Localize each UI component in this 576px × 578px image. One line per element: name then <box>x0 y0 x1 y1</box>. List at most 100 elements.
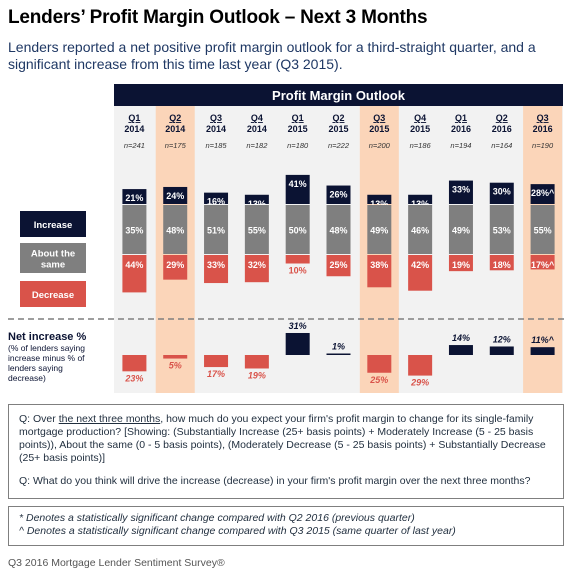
increase-value-label: 30% <box>493 187 511 197</box>
same-value-label: 50% <box>289 226 307 236</box>
net-decrease-bar <box>367 355 392 373</box>
same-value-label: 49% <box>370 226 388 236</box>
decrease-value-label: 18% <box>493 260 511 270</box>
profit-margin-chart: Profit Margin OutlookQ12014n=241Q22014n=… <box>8 84 568 393</box>
category-year-label: 2014 <box>206 124 226 134</box>
question-1: Q: Over the next three months, how much … <box>19 413 553 465</box>
net-decrease-bar <box>204 355 229 368</box>
decrease-value-label: 19% <box>452 260 470 270</box>
net-increase-note-line: lenders saying <box>8 363 63 373</box>
net-decrease-bar <box>163 355 188 359</box>
increase-value-label: 13% <box>248 199 266 209</box>
category-year-label: 2016 <box>492 124 512 134</box>
increase-value-label: 28%^ <box>531 188 555 198</box>
sample-size-label: n=241 <box>124 141 145 150</box>
category-quarter-label: Q1 <box>128 113 140 123</box>
decrease-bar <box>285 255 310 264</box>
question-1-prefix: Q: Over <box>19 413 59 425</box>
net-increase-note-line: increase minus % of <box>8 353 85 363</box>
net-value-label: 17% <box>207 369 225 379</box>
net-increase-bar <box>530 347 555 355</box>
increase-bar <box>244 194 269 204</box>
decrease-value-label: 44% <box>125 260 143 270</box>
category-quarter-label: Q2 <box>332 113 344 123</box>
sample-size-label: n=180 <box>287 141 309 150</box>
net-decrease-bar <box>408 355 433 376</box>
decrease-bar <box>326 255 351 277</box>
sample-size-label: n=190 <box>532 141 554 150</box>
increase-bar <box>530 184 555 204</box>
increase-bar <box>408 194 433 204</box>
sample-size-label: n=182 <box>246 141 268 150</box>
question-box: Q: Over the next three months, how much … <box>8 404 564 499</box>
question-1-underlined: the next three months <box>58 413 161 425</box>
decrease-bar <box>489 255 514 271</box>
category-year-label: 2015 <box>410 124 430 134</box>
category-quarter-label: Q3 <box>210 113 222 123</box>
sample-size-label: n=185 <box>206 141 228 150</box>
increase-bar <box>326 185 351 204</box>
net-value-label: 31% <box>289 321 307 331</box>
increase-value-label: 33% <box>452 185 470 195</box>
increase-value-label: 41% <box>289 179 307 189</box>
page-subtitle: Lenders reported a net positive profit m… <box>8 39 536 72</box>
same-bar <box>163 205 188 254</box>
increase-legend-label: Increase <box>34 220 73 231</box>
footer-source: Q3 2016 Mortgage Lender Sentiment Survey… <box>8 557 225 569</box>
category-quarter-label: Q3 <box>373 113 385 123</box>
chart-header-bar <box>114 84 563 106</box>
decrease-bar <box>448 255 473 272</box>
same-value-label: 46% <box>411 226 429 236</box>
increase-value-label: 13% <box>370 199 388 209</box>
category-quarter-label: Q2 <box>496 113 508 123</box>
category-year-label: 2015 <box>328 124 348 134</box>
decrease-legend-box <box>20 281 86 307</box>
decrease-value-label: 33% <box>207 260 225 270</box>
net-value-label: 11%^ <box>531 335 554 345</box>
net-increase-bar <box>448 345 473 355</box>
net-value-label: 14% <box>452 333 470 343</box>
net-increase-bar <box>489 346 514 355</box>
net-value-label: 19% <box>248 370 266 380</box>
net-increase-bar <box>285 332 310 355</box>
increase-bar <box>122 189 147 204</box>
sample-size-label: n=186 <box>410 141 432 150</box>
same-value-label: 35% <box>125 226 143 236</box>
sample-size-label: n=164 <box>491 141 512 150</box>
decrease-value-label: 32% <box>248 260 266 270</box>
decrease-value-label: 42% <box>411 260 429 270</box>
category-quarter-label: Q2 <box>169 113 181 123</box>
same-value-label: 55% <box>534 226 552 236</box>
net-value-label: 25% <box>369 375 388 385</box>
decrease-value-label: 10% <box>289 266 307 276</box>
sample-size-label: n=200 <box>369 141 391 150</box>
sample-size-label: n=175 <box>165 141 187 150</box>
decrease-bar <box>163 255 188 280</box>
category-quarter-label: Q4 <box>414 113 426 123</box>
net-decrease-bar <box>122 355 147 372</box>
decrease-value-label: 17%^ <box>531 260 555 270</box>
same-legend-label: same <box>41 260 65 271</box>
net-value-label: 29% <box>410 378 429 388</box>
same-bar <box>244 205 269 254</box>
same-value-label: 49% <box>452 226 470 236</box>
decrease-bar <box>408 255 433 291</box>
category-year-label: 2014 <box>124 124 144 134</box>
question-2: Q: What do you think will drive the incr… <box>19 475 531 487</box>
category-year-label: 2016 <box>533 124 553 134</box>
increase-value-label: 16% <box>207 197 225 207</box>
same-bar <box>122 205 147 254</box>
page-title: Lenders’ Profit Margin Outlook – Next 3 … <box>8 7 428 28</box>
net-increase-title: Net increase % <box>8 331 86 343</box>
net-value-label: 5% <box>169 361 182 371</box>
increase-bar <box>489 182 514 204</box>
decrease-bar <box>244 255 269 283</box>
category-quarter-label: Q3 <box>537 113 549 123</box>
net-value-label: 12% <box>493 334 511 344</box>
increase-value-label: 13% <box>411 199 429 209</box>
same-value-label: 51% <box>207 226 225 236</box>
increase-bar <box>448 180 473 204</box>
category-quarter-label: Q1 <box>455 113 467 123</box>
increase-bar <box>367 194 392 204</box>
net-increase-note-line: decrease) <box>8 373 46 383</box>
